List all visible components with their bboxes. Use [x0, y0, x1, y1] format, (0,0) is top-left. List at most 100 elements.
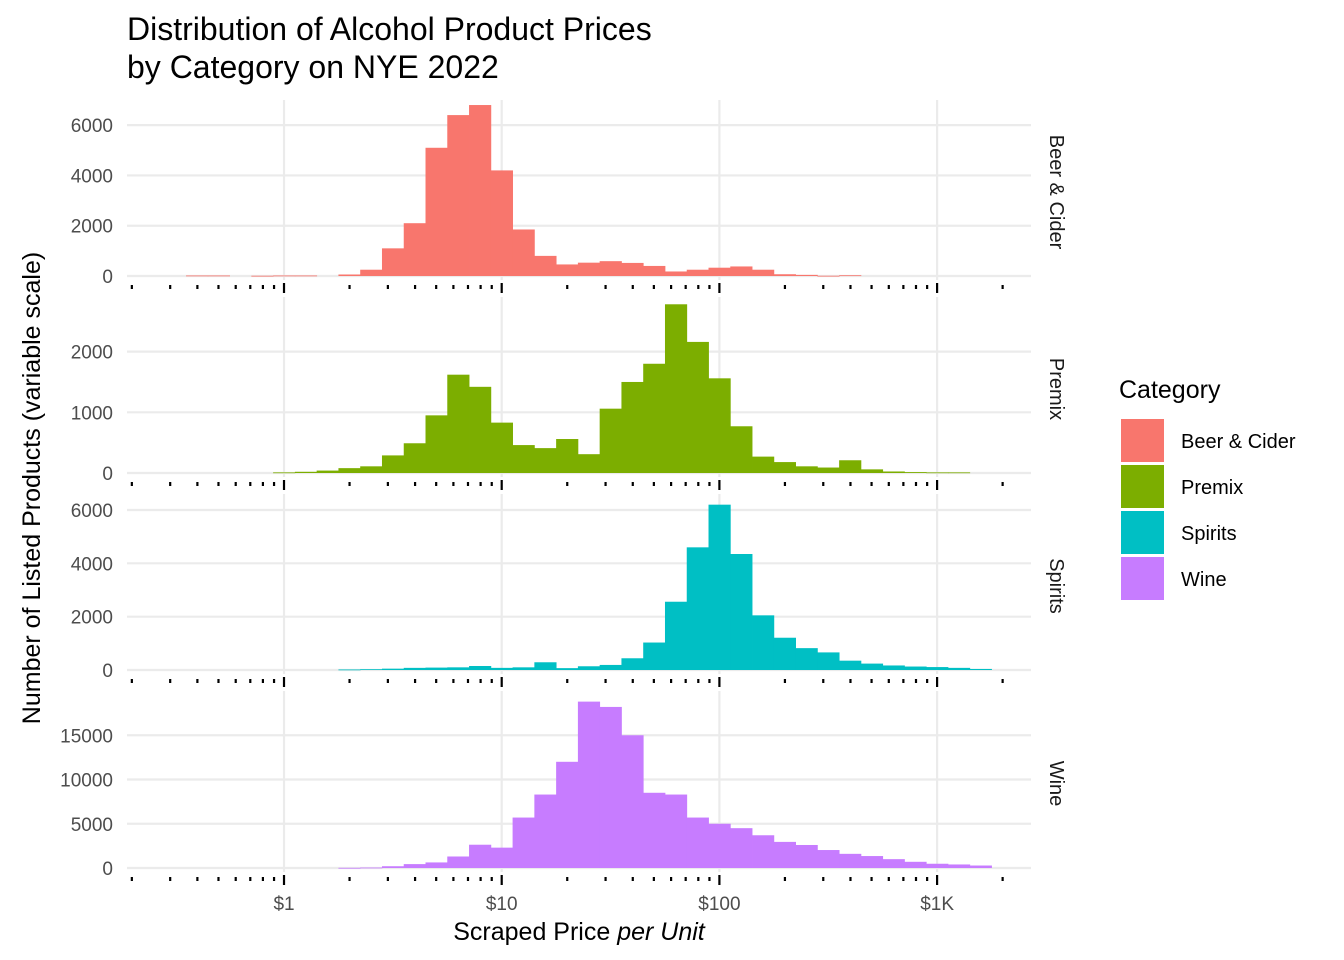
x-axis-label: Scraped Price per Unit [453, 918, 706, 946]
x-axis-tick-labels: $1 $10 $100 $1K [273, 894, 954, 915]
y-tick-label: 6000 [71, 116, 113, 137]
histogram-bar [577, 666, 601, 670]
histogram-bar [882, 471, 905, 473]
legend-key [1121, 465, 1164, 508]
histogram-bar [447, 667, 470, 670]
legend-label: Premix [1181, 477, 1243, 499]
x-tick-label: $1 [273, 894, 294, 915]
y-tick-label: 1000 [71, 403, 113, 424]
histogram-bar [469, 844, 492, 868]
y-tick-label: 0 [102, 464, 113, 485]
histogram-bar [621, 735, 644, 868]
y-tick-label: 4000 [71, 166, 113, 187]
histogram-bar [664, 304, 688, 473]
histogram-bar [360, 466, 383, 473]
histogram-bar [839, 660, 862, 670]
histogram-bar [447, 374, 470, 473]
histogram-bar [273, 472, 296, 474]
histogram-bar [403, 223, 426, 276]
histogram-bar [752, 615, 775, 670]
histogram-bar [860, 469, 884, 473]
histogram-bar [512, 817, 535, 868]
histogram-bar [773, 841, 796, 868]
histogram-bar [621, 381, 644, 473]
histogram-bar [969, 865, 992, 868]
histogram-bar [947, 864, 971, 868]
histogram-bar [403, 667, 426, 670]
x-tick-label: $100 [698, 894, 740, 915]
histogram-bar [860, 856, 884, 868]
legend: Category Beer & Cider Premix Spirits Wine [1119, 376, 1296, 600]
histogram-bar [534, 794, 557, 868]
facet-panel-0: 0 2000 4000 6000 Beer & Cider [71, 100, 1067, 293]
histogram-bar [643, 265, 666, 276]
histogram-bar [773, 462, 796, 473]
histogram-bar [686, 817, 709, 868]
chart-title-line-1: Distribution of Alcohol Product Prices [127, 11, 652, 47]
facet-panel-3: 0 5000 10000 15000 Wine [60, 691, 1067, 885]
histogram-bar [643, 792, 666, 868]
histogram-bar [207, 275, 230, 277]
legend-key [1121, 557, 1164, 600]
histogram-bar [273, 275, 296, 277]
histogram-bar [817, 467, 840, 473]
x-axis-label-italic: per Unit [616, 918, 706, 946]
chart-title-line-2: by Category on NYE 2022 [127, 49, 499, 85]
histogram-bar [294, 471, 318, 473]
histogram-bar [338, 274, 361, 276]
histogram-bar [752, 456, 775, 473]
y-tick-label: 6000 [71, 501, 113, 522]
histogram-bar [664, 794, 688, 868]
x-tick-label: $10 [486, 894, 518, 915]
histogram-bar [577, 701, 601, 868]
histogram-bar [381, 866, 405, 868]
histogram-bar [773, 274, 796, 276]
legend-label: Spirits [1181, 523, 1237, 545]
histogram-bar [425, 147, 448, 276]
histogram-bar [730, 828, 753, 868]
histogram-bar [556, 668, 579, 670]
histogram-bar [752, 269, 775, 276]
histogram-bar [621, 658, 644, 670]
histogram-bar [512, 229, 535, 276]
histogram-bar [708, 823, 731, 868]
histogram-bar [425, 667, 448, 670]
histogram-bar [556, 439, 579, 473]
facet-panels: 0 2000 4000 6000 Beer & Cider 0 1000 2000 Premix… [60, 100, 1067, 885]
histogram-bar [599, 261, 622, 276]
histogram-bar [795, 466, 818, 473]
histogram-bar [708, 504, 731, 670]
histogram-bar [882, 859, 905, 868]
y-axis-label: Number of Listed Products (variable scal… [18, 252, 46, 724]
legend-label: Beer & Cider [1181, 431, 1296, 453]
histogram-bar [730, 426, 753, 473]
legend-key [1121, 511, 1164, 554]
histogram-bar [860, 663, 884, 670]
histogram-bar [795, 274, 818, 276]
histogram-bar [338, 867, 361, 869]
legend-title: Category [1119, 376, 1221, 404]
facet-strip-label: Wine [1045, 761, 1067, 807]
histogram-bar [425, 862, 448, 868]
histogram-bar [882, 665, 905, 670]
histogram-bar [469, 386, 492, 473]
facet-strip-label: Beer & Cider [1045, 135, 1067, 250]
histogram-bar [904, 861, 927, 868]
histogram-bar [556, 761, 579, 868]
histogram-bar [708, 378, 731, 473]
histogram-bar [730, 266, 753, 276]
histogram-bar [686, 341, 709, 473]
histogram-bar [556, 264, 579, 276]
histogram-bar [338, 669, 361, 671]
histogram-bar [817, 652, 840, 670]
facet-panel-1: 0 1000 2000 Premix [71, 297, 1067, 490]
histogram-bar [926, 667, 949, 670]
histogram-bar [490, 847, 513, 868]
histogram-bar [904, 472, 927, 473]
y-tick-label: 0 [102, 859, 113, 880]
histogram-bar [969, 668, 992, 670]
histogram-bar [839, 275, 862, 277]
histogram-bar [381, 668, 405, 670]
histogram-bar [360, 269, 383, 276]
